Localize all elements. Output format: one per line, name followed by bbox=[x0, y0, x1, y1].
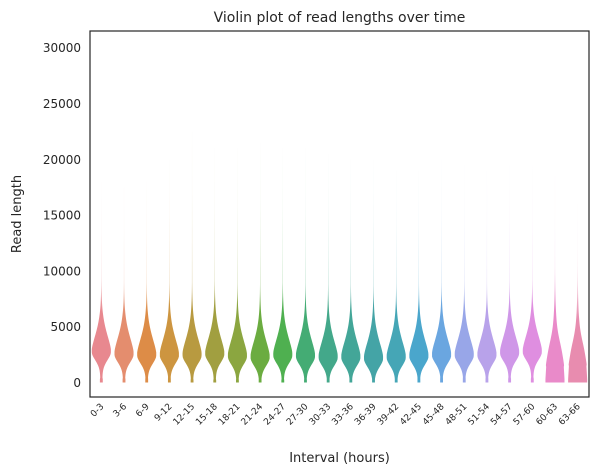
x-tick-label: 27-30 bbox=[285, 402, 311, 428]
violin-30-33 bbox=[318, 153, 338, 383]
y-tick-label: 20000 bbox=[43, 153, 81, 167]
violin-45-48 bbox=[432, 159, 452, 383]
y-tick-label: 10000 bbox=[43, 264, 81, 278]
violins bbox=[91, 131, 588, 383]
violin-21-24 bbox=[250, 142, 270, 383]
x-tick-label: 0-3 bbox=[89, 402, 106, 419]
x-tick-label: 6-9 bbox=[134, 402, 152, 420]
y-tick-label: 0 bbox=[73, 376, 81, 390]
chart-title: Violin plot of read lengths over time bbox=[214, 10, 466, 26]
violin-0-3 bbox=[91, 181, 111, 383]
x-tick-labels: 0-3 3-6 6-9 9-1212-1515-1818-2121-2424-2727… bbox=[89, 402, 583, 428]
x-tick-label: 54-57 bbox=[489, 402, 515, 428]
x-tick-label: 21-24 bbox=[240, 402, 266, 428]
violin-51-54 bbox=[477, 170, 497, 383]
x-tick-label: 30-33 bbox=[308, 402, 334, 428]
violin-54-57 bbox=[500, 164, 520, 383]
violin-18-21 bbox=[227, 148, 247, 383]
violin-27-30 bbox=[295, 148, 315, 383]
violin-48-51 bbox=[454, 164, 474, 383]
x-tick-label: 60-63 bbox=[535, 402, 561, 428]
violin-39-42 bbox=[386, 170, 406, 383]
x-axis-label: Interval (hours) bbox=[289, 451, 390, 466]
x-tick-label: 33-36 bbox=[330, 402, 356, 428]
x-tick-label: 15-18 bbox=[194, 402, 220, 428]
x-tick-label: 51-54 bbox=[466, 402, 492, 428]
x-tick-label: 39-42 bbox=[376, 402, 402, 428]
x-tick-label: 45-48 bbox=[421, 402, 447, 428]
x-tick-label: 48-51 bbox=[444, 402, 470, 428]
x-tick-label: 18-21 bbox=[217, 402, 243, 428]
violin-6-9 bbox=[137, 181, 157, 383]
x-tick-label: 63-66 bbox=[557, 402, 583, 428]
y-tick-label: 5000 bbox=[50, 320, 81, 334]
y-tick-label: 30000 bbox=[43, 41, 81, 55]
x-tick-label: 24-27 bbox=[262, 402, 288, 428]
x-tick-label: 42-45 bbox=[398, 402, 424, 428]
violin-15-18 bbox=[205, 148, 225, 383]
x-tick-label: 3-6 bbox=[112, 402, 130, 420]
x-tick-label: 36-39 bbox=[353, 402, 379, 428]
violin-60-63 bbox=[545, 176, 565, 383]
violin-24-27 bbox=[273, 148, 293, 383]
y-axis-label: Read length bbox=[10, 175, 25, 253]
plot-frame bbox=[89, 30, 590, 398]
y-tick-label: 25000 bbox=[43, 97, 81, 111]
violin-42-45 bbox=[409, 170, 429, 383]
violin-3-6 bbox=[114, 187, 134, 383]
violin-9-12 bbox=[159, 159, 179, 383]
x-tick-label: 12-15 bbox=[172, 402, 198, 428]
violin-63-66 bbox=[568, 203, 588, 383]
violin-57-60 bbox=[522, 164, 542, 383]
y-tick-labels: 0 5000 10000 15000 20000 25000 30000 bbox=[43, 41, 81, 390]
x-tick-label: 57-60 bbox=[512, 402, 538, 428]
violin-33-36 bbox=[341, 159, 361, 383]
violin-12-15 bbox=[182, 131, 202, 383]
y-tick-label: 15000 bbox=[43, 209, 81, 223]
violin-36-39 bbox=[364, 159, 384, 383]
